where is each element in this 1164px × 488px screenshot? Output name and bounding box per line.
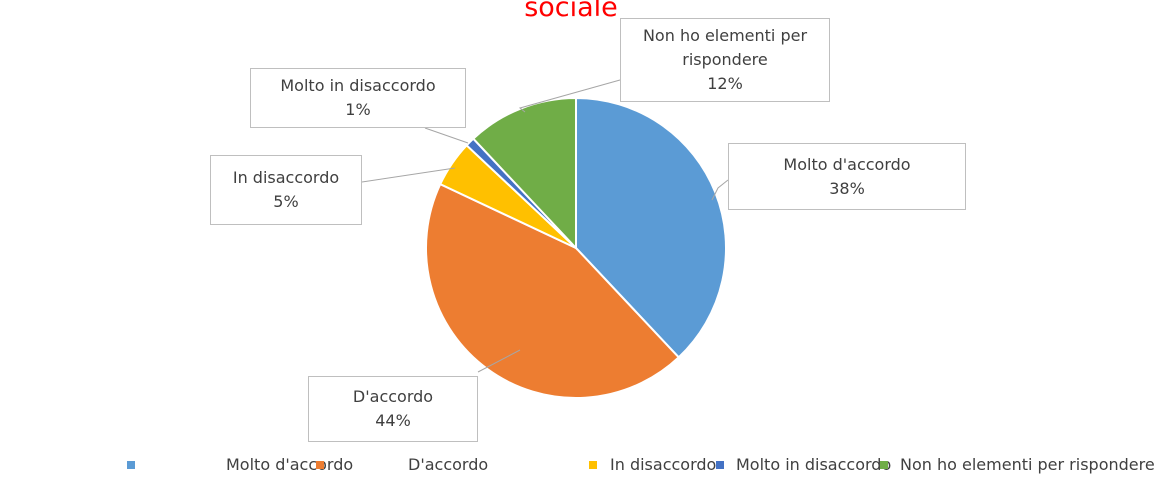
legend-swatch (589, 461, 597, 469)
data-label: Molto in disaccordo 1% (250, 68, 466, 128)
leader-lines (361, 79, 729, 373)
legend-swatch (316, 461, 324, 469)
legend-swatch (880, 461, 888, 469)
pie-slice (425, 182, 681, 399)
legend-label: Molto in disaccordo (736, 455, 892, 474)
leader-line (361, 167, 456, 183)
leader-line (477, 349, 521, 373)
legend-label: Non ho elementi per rispondere (900, 455, 1155, 474)
label-value: 5% (273, 192, 299, 211)
label-value: 1% (345, 100, 371, 119)
label-value: 44% (375, 411, 411, 430)
legend-label: In disaccordo (610, 455, 717, 474)
label-name: Molto d'accordo (783, 154, 911, 174)
leader-line (518, 79, 621, 113)
legend-label: Molto d'accordo (226, 455, 354, 474)
legend-swatch (127, 461, 135, 469)
leader-line (711, 179, 729, 201)
label-name: Non ho elementi per rispondere (642, 26, 808, 69)
label-value: 38% (829, 178, 865, 198)
data-label: D'accordo 44% (308, 376, 478, 442)
data-label: Non ho elementi per rispondere 12% (620, 18, 830, 102)
chart-title: sociale (524, 0, 618, 23)
legend-label: D'accordo (408, 455, 489, 474)
data-label: Molto d'accordo 38% (728, 143, 966, 210)
data-label: In disaccordo 5% (210, 155, 362, 225)
legend-swatch (716, 461, 724, 469)
label-value: 12% (707, 74, 743, 93)
label-name: In disaccordo (232, 168, 340, 187)
leader-line (424, 127, 469, 144)
label-name: D'accordo (352, 387, 434, 406)
label-name: Molto in disaccordo (280, 76, 436, 95)
